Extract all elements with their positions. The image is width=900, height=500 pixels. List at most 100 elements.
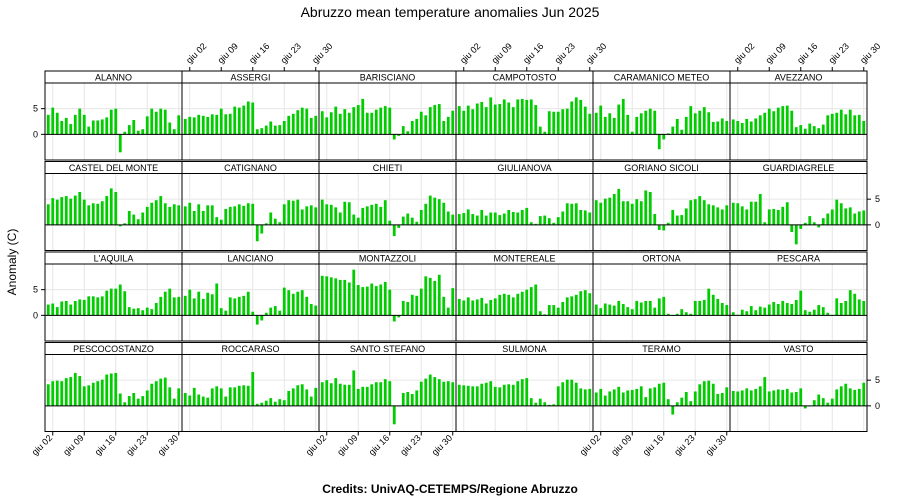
bar [96,120,100,135]
bar [785,202,789,225]
bar [224,208,228,225]
bar [150,383,154,406]
bar [716,298,720,316]
bar [305,206,309,225]
bar [648,191,652,225]
bar [785,388,789,406]
bar [635,300,639,316]
panel-title: ROCCARASO [221,344,279,354]
bar [69,198,73,225]
bar [565,108,569,135]
bar [192,210,196,225]
bar [392,405,396,425]
x-tick-label: giu 23 [553,41,577,65]
bar [82,386,86,406]
bar [251,203,255,225]
bar [754,310,758,316]
bar [799,224,803,229]
bar [574,203,578,225]
bar [617,188,621,225]
bar [790,224,794,233]
bar [653,214,657,225]
bar [233,206,237,225]
bar [183,393,187,406]
bar [480,297,484,316]
bar [671,405,675,415]
bar [799,290,803,316]
bar [507,209,511,225]
bar [626,201,630,225]
bar [172,129,176,135]
bar [237,204,241,225]
bar [136,219,140,225]
bar [749,201,753,225]
bar [383,106,387,135]
bar [246,203,250,225]
bar [352,269,356,316]
bar [433,105,437,135]
bar [561,109,565,135]
bar [361,287,365,316]
bar [428,107,432,135]
bar [127,396,131,406]
panel-title: TERAMO [642,344,681,354]
bar [767,391,771,406]
bar [772,111,776,135]
bar [675,402,679,406]
bar [123,223,127,225]
bar [785,105,789,135]
bar [498,387,502,406]
bar [242,385,246,406]
bar [639,201,643,225]
bar [356,388,360,406]
bar [114,191,118,225]
panel-montereale: MONTEREALE [455,251,594,342]
bar [361,386,365,406]
bar [630,389,634,406]
bar [415,295,419,316]
bar [215,114,219,135]
bar [653,307,657,316]
bar [255,224,259,242]
bar [269,121,273,135]
bar [857,299,861,316]
bar [812,309,816,316]
bar [192,387,196,406]
bar [451,288,455,316]
bar [309,396,313,406]
bar [857,211,861,225]
bar [100,201,104,225]
bar [446,116,450,135]
bar [794,224,798,245]
bar [781,389,785,406]
bar [862,210,866,225]
bar [325,276,329,316]
bar [100,119,104,135]
panel-title: BARISCIANO [360,73,416,83]
panel-title: LANCIANO [227,254,273,264]
x-tick-label: giu 16 [641,433,665,457]
bar [69,377,73,406]
bar [639,113,643,135]
bar [758,306,762,316]
bar [666,222,670,225]
bar [608,197,612,225]
bar [329,383,333,406]
bar [543,215,547,225]
bar [588,293,592,316]
bar [853,389,857,406]
bar [145,116,149,135]
bar [197,114,201,135]
bar [707,288,711,316]
x-tick-label: giu 09 [216,41,240,65]
bar [109,188,113,225]
bar [707,380,711,406]
bar [547,305,551,316]
bar [720,303,724,316]
bar [529,287,533,316]
bar [201,396,205,406]
bar [848,207,852,225]
panel-title: CARAMANICO METEO [614,73,710,83]
y-tick-label: 0 [875,220,880,230]
bar [392,315,396,322]
